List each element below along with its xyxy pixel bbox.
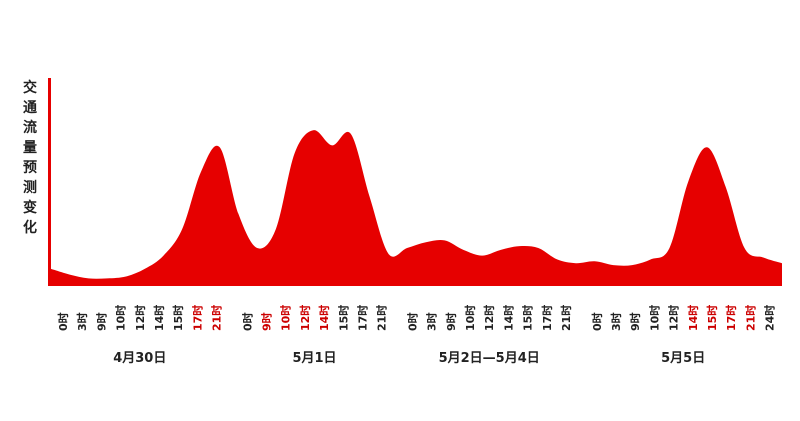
- x-tick-label: 24时: [763, 305, 777, 331]
- y-axis-label-char: 变: [23, 199, 37, 216]
- x-group-label: 5月1日: [292, 351, 336, 366]
- x-tick-label: 17时: [724, 305, 738, 331]
- x-tick-label: 21时: [559, 305, 573, 331]
- x-axis-group-labels: 4月30日 5月1日 5月2日—5月4日 5月5日: [113, 351, 705, 366]
- x-tick-label: 3时: [75, 312, 89, 331]
- x-tick-label: 15时: [336, 305, 350, 331]
- x-tick-label: 17时: [190, 305, 204, 331]
- x-tick-label: 21时: [375, 305, 389, 331]
- y-axis-label-char: 量: [23, 140, 37, 156]
- x-tick-label: 10时: [279, 305, 293, 331]
- plot-area: [51, 130, 782, 286]
- traffic-area-series-0: [51, 130, 782, 286]
- x-tick-label: 10时: [114, 305, 128, 331]
- y-axis-label-char: 预: [23, 160, 37, 176]
- y-axis-line: [48, 78, 51, 286]
- x-tick-label: 17时: [356, 305, 370, 331]
- y-axis-label-char: 通: [23, 100, 37, 116]
- x-tick-label: 12时: [298, 305, 312, 331]
- x-tick-label: 12时: [482, 305, 496, 331]
- x-tick-label: 12时: [133, 305, 147, 331]
- x-tick-label: 14时: [317, 305, 331, 331]
- y-axis-label-char: 测: [23, 179, 37, 196]
- x-tick-label: 9时: [628, 312, 642, 331]
- x-tick-label: 3时: [609, 312, 623, 331]
- x-group-label: 4月30日: [113, 351, 166, 366]
- x-tick-label: 21时: [743, 305, 757, 331]
- y-axis-label-char: 交: [23, 79, 37, 96]
- x-tick-label: 3时: [425, 312, 439, 331]
- x-tick-label: 10时: [647, 305, 661, 331]
- y-axis-label-char: 流: [23, 119, 37, 136]
- x-tick-label: 9时: [260, 312, 274, 331]
- x-tick-label: 0时: [240, 312, 254, 331]
- x-tick-label: 9时: [94, 312, 108, 331]
- x-group-label: 5月5日: [661, 351, 705, 366]
- x-tick-label: 17时: [540, 305, 554, 331]
- x-tick-label: 12时: [667, 305, 681, 331]
- x-axis-tick-labels: 0时 3时 9时 10时 12时 14时 15时 17时 21时 0时 9时 10时 12时 14时 15时…: [56, 305, 777, 331]
- x-tick-label: 21时: [210, 305, 224, 331]
- y-axis-label-char: 化: [23, 219, 37, 236]
- x-tick-label: 15时: [521, 305, 535, 331]
- x-tick-label: 0时: [405, 312, 419, 331]
- x-tick-label: 10时: [463, 305, 477, 331]
- x-tick-label: 0时: [590, 312, 604, 331]
- x-tick-label: 15时: [171, 305, 185, 331]
- x-tick-label: 15时: [705, 305, 719, 331]
- x-group-label: 5月2日—5月4日: [439, 351, 540, 366]
- x-tick-label: 9时: [444, 312, 458, 331]
- x-tick-label: 14时: [686, 305, 700, 331]
- x-tick-label: 14时: [152, 305, 166, 331]
- x-tick-label: 14时: [501, 305, 515, 331]
- x-tick-label: 0时: [56, 312, 70, 331]
